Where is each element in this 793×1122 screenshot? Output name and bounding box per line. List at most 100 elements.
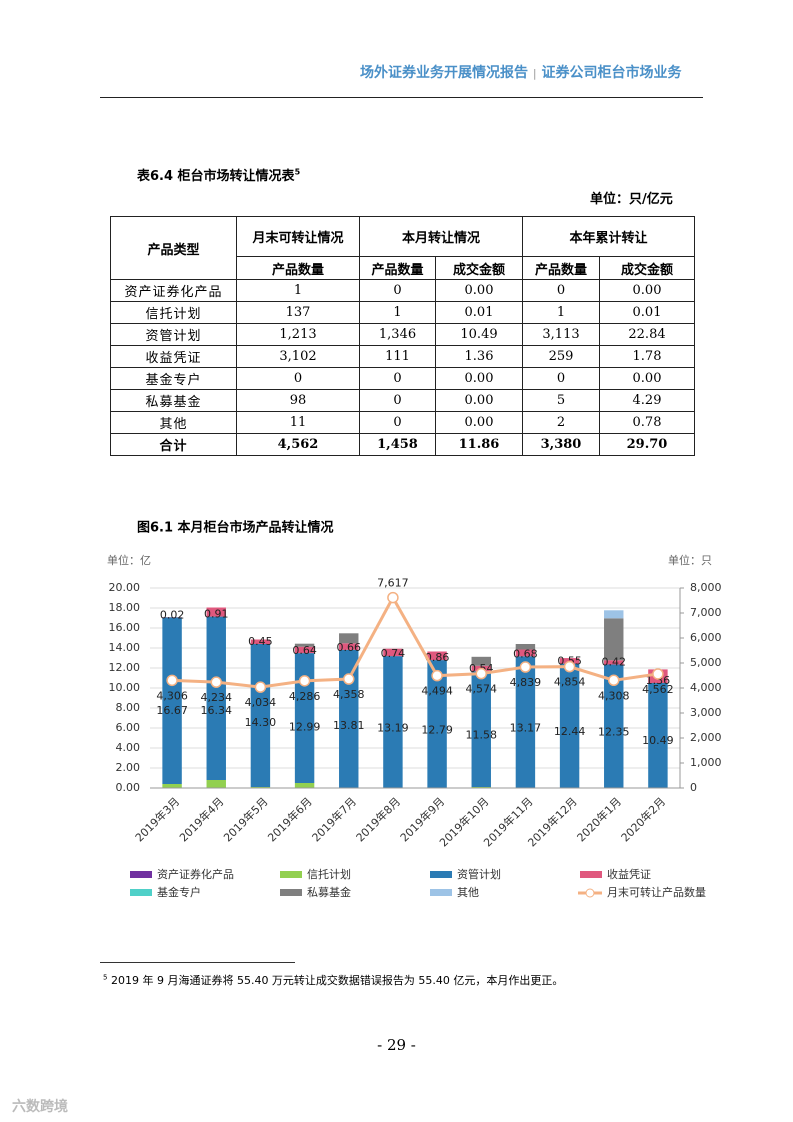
table-cell: 产品类型	[110, 216, 237, 280]
table-cell: 产品数量	[359, 256, 436, 280]
header-sep: |	[532, 67, 537, 80]
chart-title: 图6.1 本月柜台市场产品转让情况	[137, 520, 334, 536]
bar-segment	[206, 780, 226, 788]
table-row: 基金专户 0 0 0.00 0 0.00	[110, 367, 695, 390]
line-marker	[563, 660, 576, 673]
table-cell: 0	[359, 411, 436, 434]
data-label: 0.91	[204, 608, 229, 621]
data-label: 12.35	[598, 725, 630, 738]
x-tick-label: 2019年7月	[309, 794, 359, 844]
data-label: 11.58	[466, 728, 498, 741]
table-row: 资产证券化产品 1 0 0.00 0 0.00	[110, 279, 695, 302]
table-cell: 成交金额	[435, 256, 523, 280]
table-title-text: 表6.4 柜台市场转让情况表	[137, 169, 295, 184]
y-tick-label: 18.00	[109, 601, 141, 614]
table: 产品类型 月末可转让情况 本月转让情况 本年累计转让 产品数量 产品数量 成交金额 产品数量成…	[110, 215, 695, 456]
table-cell: 0.01	[435, 301, 523, 324]
line-marker	[254, 681, 267, 693]
y-tick-label: 20.00	[109, 581, 141, 594]
table-cell: 0.78	[599, 411, 695, 434]
bar-segment	[206, 607, 226, 617]
table-cell: 0.00	[599, 367, 695, 390]
data-label: 0.68	[513, 647, 538, 660]
bar-segment	[604, 610, 624, 619]
legend-swatch	[130, 889, 152, 896]
table-cell: 29.70	[599, 433, 695, 456]
table-cell: 11	[236, 411, 360, 434]
table-row: 产品类型 月末可转让情况 本月转让情况 本年累计转让	[110, 215, 695, 280]
y2-unit: 单位：只	[668, 553, 712, 567]
table-cell: 0	[522, 279, 600, 302]
y2-tick-label: 8,000	[690, 581, 722, 594]
table-cell: 1,458	[359, 433, 436, 456]
y-unit: 单位：亿	[107, 553, 151, 567]
header-title: 场外证券业务开展情况报告	[360, 65, 528, 81]
table-cell: 111	[359, 345, 436, 368]
y-tick-label: 12.00	[109, 661, 141, 674]
data-label: 0.74	[381, 647, 406, 660]
data-label: 0.86	[425, 651, 450, 664]
x-tick-label: 2019年4月	[176, 794, 226, 844]
bar-segment	[294, 646, 315, 654]
table-cell: 产品数量	[236, 256, 360, 280]
table-cell: 1,213	[236, 323, 360, 346]
legend-label: 信托计划	[307, 867, 351, 881]
footnote: 5 2019 年 9 月海通证券将 55.40 万元转让成交数据错误报告为 55…	[103, 972, 563, 988]
y2-tick-label: 2,000	[690, 731, 722, 744]
data-label: 1.36	[646, 674, 671, 687]
data-label: 13.17	[510, 722, 542, 735]
line-label: 7,617	[377, 577, 409, 590]
table-cell: 产品数量	[522, 256, 600, 280]
y-tick-label: 4.00	[116, 741, 141, 754]
bar-segment	[471, 656, 491, 666]
bar-segment	[515, 644, 536, 650]
legend-swatch	[580, 871, 602, 878]
legend-label: 资管计划	[457, 867, 501, 881]
table-cell: 本月转让情况	[359, 215, 523, 258]
legend-swatch	[430, 889, 452, 896]
y2-tick-label: 3,000	[690, 706, 722, 719]
line-marker	[343, 673, 355, 685]
table-cell: 信托计划	[110, 301, 237, 324]
table-row: 其他 11 0 0.00 2 0.78	[110, 411, 695, 434]
line-marker	[166, 674, 178, 687]
table-cell: 其他	[110, 411, 237, 434]
legend-swatch	[430, 871, 452, 878]
y2-tick-label: 0	[690, 781, 697, 794]
y-tick-label: 2.00	[116, 761, 141, 774]
table-row: 收益凭证 3,102 111 1.36 259 1.78	[110, 345, 695, 368]
line-label: 4,308	[598, 689, 630, 702]
legend-label: 私募基金	[307, 885, 351, 899]
bar-segment	[515, 656, 536, 788]
table-cell: 0.00	[435, 389, 523, 412]
line-marker	[387, 591, 399, 604]
bar-segment	[206, 616, 226, 780]
bar-segment	[604, 660, 624, 665]
line-label: 4,286	[289, 690, 321, 703]
table-cell: 5	[522, 389, 600, 412]
table-cell: 1,346	[359, 323, 436, 346]
table-cell: 0	[236, 367, 360, 390]
line-label: 4,562	[642, 683, 674, 696]
table-cell: 22.84	[599, 323, 695, 346]
line-marker	[431, 669, 443, 682]
x-tick-label: 2019年6月	[265, 794, 315, 844]
line-label: 4,306	[156, 689, 188, 702]
data-label: 0.42	[602, 656, 627, 669]
table-cell: 4.29	[599, 389, 695, 412]
data-label: 0.66	[337, 641, 362, 654]
line-label: 4,234	[201, 691, 233, 704]
y2-tick-label: 6,000	[690, 631, 722, 644]
legend-label: 收益凭证	[607, 867, 651, 881]
legend-label: 其他	[457, 886, 479, 899]
y-tick-label: 6.00	[116, 721, 141, 734]
table-cell: 资管计划	[110, 323, 237, 346]
line-marker	[298, 675, 311, 687]
table-cell: 10.49	[435, 323, 523, 346]
bar-segment	[559, 658, 580, 664]
table-cell: 2	[522, 411, 600, 434]
table-cell: 1	[359, 301, 436, 324]
footnote-rule	[100, 962, 295, 963]
table-cell: 98	[236, 389, 360, 412]
line-label: 4,358	[333, 688, 365, 701]
